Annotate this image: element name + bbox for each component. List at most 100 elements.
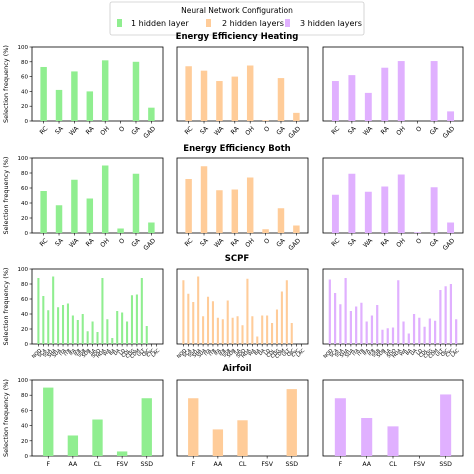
y-tick-label: 80 bbox=[21, 60, 28, 66]
x-tick-label: OJC bbox=[440, 347, 451, 358]
bar bbox=[455, 319, 458, 344]
bar bbox=[423, 326, 426, 344]
axes-frame bbox=[176, 46, 309, 122]
bar bbox=[221, 319, 224, 344]
y-axis-label: Selection frequency (%) bbox=[2, 157, 10, 235]
x-tick-label: GA bbox=[275, 125, 287, 137]
bar bbox=[86, 91, 94, 121]
x-tick-label: WA bbox=[362, 237, 375, 250]
bar bbox=[355, 306, 358, 344]
legend: Neural Network Configuration 1 hidden la… bbox=[109, 1, 365, 36]
bar bbox=[197, 276, 200, 344]
x-tick-label: SHA bbox=[192, 347, 204, 359]
panel-2: NODSCASSASHASDAITAITBIFAIFBSSBSDBSASDOHD… bbox=[176, 268, 309, 360]
x-tick-label: CYC bbox=[445, 347, 456, 358]
x-tick-label: ITA bbox=[351, 347, 361, 357]
x-tick-label: O bbox=[415, 237, 423, 245]
x-tick-label: WA bbox=[102, 347, 112, 357]
y-tick-label: 20 bbox=[21, 216, 28, 222]
x-tick-label: LAC bbox=[295, 347, 306, 358]
chart-row-4: Airfoil Selection frequency (%) F AA CL FSV SS… bbox=[2, 364, 464, 468]
y-tick-label: 100 bbox=[18, 267, 29, 273]
x-tick-label: WA bbox=[398, 347, 408, 357]
panel-2: RC SA WA RA OH O GA GAD bbox=[176, 157, 309, 252]
x-tick-label: FSV bbox=[116, 461, 128, 468]
x-tick-label: LD bbox=[118, 348, 127, 357]
bar bbox=[140, 278, 143, 344]
x-tick-label: BA bbox=[108, 347, 117, 356]
x-tick-label: RA bbox=[230, 125, 241, 136]
axes-frame bbox=[31, 157, 164, 234]
bar bbox=[428, 318, 431, 344]
x-tick-label: AA bbox=[362, 461, 371, 468]
bar bbox=[381, 186, 389, 233]
bar bbox=[246, 278, 249, 344]
panel-2: F AA CL FSV SSD bbox=[176, 379, 309, 468]
x-tick-label: SSB bbox=[371, 348, 382, 359]
x-tick-label: IFA bbox=[213, 347, 223, 357]
axes-frame bbox=[322, 46, 464, 122]
bar bbox=[111, 338, 114, 344]
x-tick-label: LAC bbox=[450, 347, 461, 358]
bar bbox=[141, 398, 152, 456]
bar bbox=[251, 316, 254, 344]
x-tick-label: SA bbox=[199, 125, 210, 136]
y-tick-label: 60 bbox=[21, 75, 28, 81]
bar bbox=[418, 317, 421, 344]
panel-1: F AA CL FSV SSD 0 20 40 60 80 100 bbox=[18, 378, 164, 468]
bar bbox=[81, 314, 84, 344]
x-tick-label: AA bbox=[214, 461, 223, 468]
bar bbox=[101, 278, 104, 344]
bar bbox=[266, 315, 269, 344]
x-tick-label: F bbox=[46, 461, 50, 468]
bar bbox=[397, 174, 405, 233]
bar bbox=[188, 398, 199, 456]
x-tick-label: SDO bbox=[235, 348, 247, 360]
x-tick-label: SSD bbox=[439, 461, 452, 468]
bar bbox=[434, 320, 437, 344]
x-tick-label: SA bbox=[88, 347, 97, 356]
bar bbox=[37, 278, 40, 344]
x-tick-label: GAD bbox=[142, 125, 157, 140]
x-tick-label: BA bbox=[253, 347, 262, 356]
x-tick-label: CL bbox=[239, 461, 247, 468]
y-tick-label: 40 bbox=[21, 201, 28, 207]
x-tick-label: DA bbox=[410, 347, 420, 357]
bar bbox=[200, 70, 208, 121]
x-tick-label: O bbox=[415, 125, 423, 133]
x-tick-label: IFA bbox=[68, 347, 78, 357]
panel-3: RC SA WA RA OH O GA GAD bbox=[322, 157, 464, 252]
x-tick-label: ITA bbox=[203, 347, 213, 357]
bar bbox=[328, 279, 331, 344]
panel-1: RC SA WA RA OH O GA GAD 0 20 40 60 80 100 bbox=[18, 45, 164, 140]
bar bbox=[52, 276, 55, 344]
x-tick-label: SSB bbox=[221, 348, 232, 359]
x-tick-label: ITB bbox=[356, 348, 366, 358]
panel-1: NODSCASSASHASDAITAITBIFAIFBSSBSDBSASDOHD… bbox=[18, 267, 164, 360]
x-tick-label: GA bbox=[429, 237, 441, 249]
x-tick-label: CYC bbox=[290, 347, 301, 358]
x-tick-label: SA bbox=[233, 347, 242, 356]
bar bbox=[262, 229, 269, 233]
bar bbox=[92, 419, 103, 456]
panel-3: RC SA WA RA OH O GA GAD bbox=[322, 46, 464, 140]
y-tick-label: 60 bbox=[21, 297, 28, 303]
x-tick-label: WA bbox=[68, 125, 81, 138]
bar bbox=[55, 205, 63, 233]
bar bbox=[135, 294, 138, 344]
bar bbox=[96, 332, 99, 344]
bar bbox=[71, 179, 78, 233]
bar bbox=[185, 179, 192, 233]
bar bbox=[101, 165, 109, 233]
x-tick-label: IFA bbox=[362, 347, 372, 357]
y-tick-label: 40 bbox=[21, 424, 28, 430]
bar bbox=[381, 329, 384, 344]
x-tick-label: SA bbox=[347, 125, 358, 136]
y-tick-label: 100 bbox=[18, 45, 29, 51]
x-tick-label: RC bbox=[184, 237, 195, 248]
bar bbox=[121, 312, 124, 344]
panel-3: NODSCASSASHASDAITAITBIFAIFBSSBSDBSASDOHD… bbox=[322, 268, 464, 360]
bar bbox=[262, 120, 269, 121]
bar bbox=[391, 327, 395, 344]
bar bbox=[231, 317, 234, 344]
